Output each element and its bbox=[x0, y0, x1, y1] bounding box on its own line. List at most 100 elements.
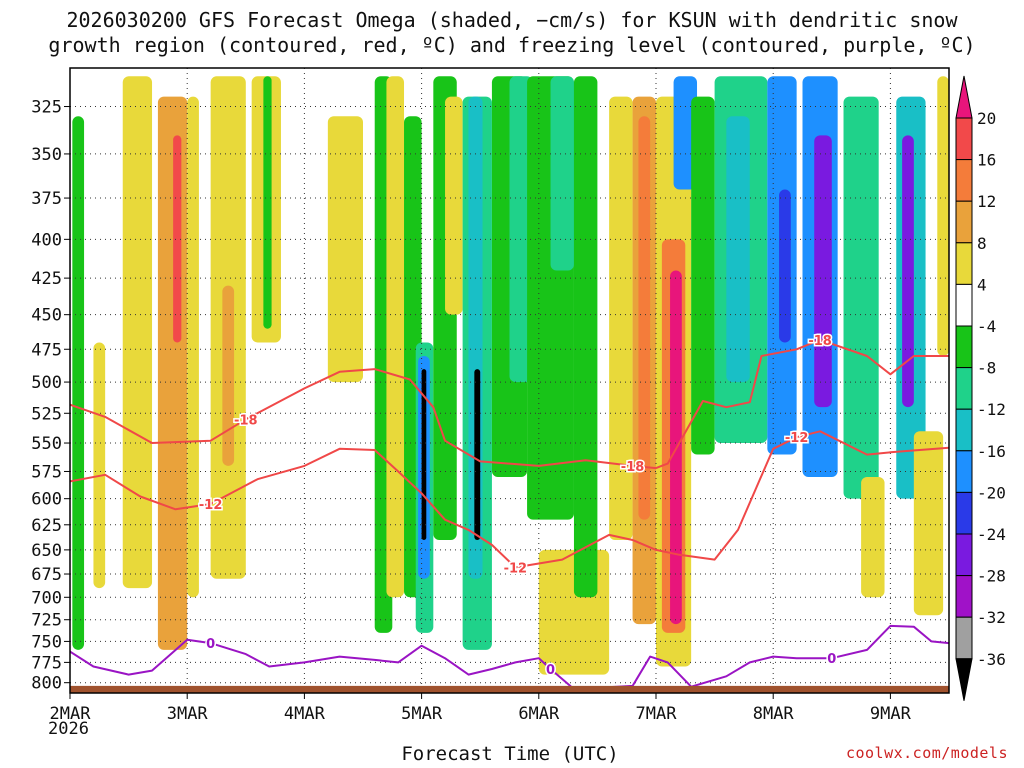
colorbar-swatch bbox=[955, 491, 973, 535]
omega-band bbox=[263, 76, 272, 329]
colorbar-swatch bbox=[955, 575, 973, 618]
colorbar-swatch bbox=[955, 616, 973, 660]
colorbar: 20 16 12 8 4 -4 -8 -12 -16 -20 -24 -28 -32 -36 bbox=[955, 75, 1006, 701]
y-tick-label: 500 bbox=[31, 373, 62, 393]
omega-band bbox=[843, 96, 879, 499]
colorbar-label: 16 bbox=[977, 151, 996, 170]
y-tick-label: 475 bbox=[31, 340, 62, 360]
colorbar-label: -28 bbox=[977, 567, 1006, 586]
chart-title-line-1: 2026030200 GFS Forecast Omega (shaded, −… bbox=[66, 8, 958, 32]
y-tick-label: 400 bbox=[31, 230, 62, 250]
y-tick-label: 350 bbox=[31, 145, 62, 165]
colorbar-label: 8 bbox=[977, 234, 987, 253]
x-tick-label: 6MAR bbox=[518, 704, 560, 724]
omega-shading bbox=[72, 76, 949, 675]
colorbar-swatch bbox=[955, 159, 973, 202]
x-tick-label: 7MAR bbox=[636, 704, 678, 724]
y-tick-label: 725 bbox=[31, 611, 62, 631]
omega-band bbox=[327, 116, 363, 383]
omega-band bbox=[861, 476, 885, 598]
y-tick-label: 375 bbox=[31, 189, 62, 209]
y-tick-label: 325 bbox=[31, 98, 62, 118]
omega-band bbox=[157, 96, 188, 650]
omega-band bbox=[779, 189, 791, 343]
y-tick-label: 750 bbox=[31, 632, 62, 652]
omega-band bbox=[72, 116, 85, 650]
x-tick-label: 4MAR bbox=[284, 704, 326, 724]
colorbar-label: 4 bbox=[977, 275, 987, 294]
omega-band bbox=[474, 369, 481, 540]
y-tick-label: 450 bbox=[31, 306, 62, 326]
colorbar-label: -4 bbox=[977, 317, 996, 336]
x-tick-label: 9MAR bbox=[870, 704, 912, 724]
colorbar-label: -36 bbox=[977, 650, 1006, 669]
y-tick-label: 525 bbox=[31, 404, 62, 424]
omega-band bbox=[173, 135, 182, 343]
omega-band bbox=[814, 135, 832, 408]
colorbar-swatch bbox=[955, 533, 973, 577]
colorbar-label: -20 bbox=[977, 483, 1006, 502]
y-tick-label: 775 bbox=[31, 653, 62, 673]
source-credit: coolwx.com/models bbox=[845, 744, 1008, 762]
omega-band bbox=[609, 96, 633, 540]
x-tick-label: 3MAR bbox=[167, 704, 209, 724]
terrain bbox=[70, 685, 949, 693]
y-tick-label: 425 bbox=[31, 269, 62, 289]
plot-frame bbox=[69, 67, 950, 694]
colorbar-label: -32 bbox=[977, 608, 1006, 627]
omega-band bbox=[913, 431, 944, 616]
colorbar-arrow-bottom bbox=[955, 658, 973, 701]
omega-band bbox=[93, 342, 106, 589]
colorbar-swatch bbox=[955, 200, 973, 244]
contours: -18 -18 -18 -12 -12 -12 0 0 0 bbox=[70, 332, 949, 691]
omega-band bbox=[386, 76, 405, 598]
y-tick-label: 575 bbox=[31, 462, 62, 482]
colorbar-label: -8 bbox=[977, 359, 996, 378]
colorbar-swatch bbox=[955, 325, 973, 369]
dgz-contour-label: -18 bbox=[808, 334, 832, 349]
y-tick-label: 550 bbox=[31, 434, 62, 454]
x-tick-label: 8MAR bbox=[753, 704, 795, 724]
y-axis: 325 350 375 400 425 450 475 500 525 550 575 600 625 6… bbox=[31, 98, 70, 694]
y-tick-label: 650 bbox=[31, 541, 62, 561]
dgz-contour bbox=[70, 338, 949, 470]
omega-band bbox=[573, 76, 598, 598]
y-tick-label: 675 bbox=[31, 565, 62, 585]
dgz-contour bbox=[70, 430, 949, 569]
colorbar-swatch bbox=[955, 450, 973, 493]
freezing-level-contour-label: 0 bbox=[827, 652, 836, 667]
dgz-contour-label: -12 bbox=[785, 431, 809, 446]
omega-band bbox=[691, 96, 715, 455]
omega-band bbox=[187, 96, 199, 598]
y-tick-label: 700 bbox=[31, 588, 62, 608]
dgz-contour-label: -18 bbox=[234, 413, 258, 428]
y-tick-label: 600 bbox=[31, 490, 62, 510]
freezing-level-contour bbox=[70, 624, 949, 691]
omega-band bbox=[550, 76, 574, 271]
colorbar-arrow-top bbox=[955, 75, 973, 119]
x-tick-label: 5MAR bbox=[401, 704, 443, 724]
x-axis-title: Forecast Time (UTC) bbox=[401, 743, 619, 765]
freezing-level-contour-label: 0 bbox=[546, 663, 555, 678]
omega-band bbox=[538, 549, 610, 675]
colorbar-swatch bbox=[955, 283, 973, 327]
dgz-contour-label: -18 bbox=[621, 460, 645, 475]
omega-band bbox=[122, 76, 153, 589]
freezing-level-contour-label: 0 bbox=[206, 637, 215, 652]
x-tick-label: 2MAR bbox=[50, 704, 92, 724]
colorbar-swatch bbox=[955, 408, 973, 452]
colorbar-label: -24 bbox=[977, 525, 1006, 544]
chart-title-line-2: growth region (contoured, red, ºC) and f… bbox=[48, 33, 976, 57]
year-label: 2026 bbox=[48, 719, 89, 739]
dgz-contour-label: -12 bbox=[504, 561, 528, 576]
colorbar-swatch bbox=[955, 242, 973, 285]
terrain-fill bbox=[70, 685, 949, 693]
colorbar-swatch bbox=[955, 367, 973, 410]
omega-band bbox=[937, 76, 949, 356]
omega-band bbox=[445, 96, 463, 315]
x-axis: 2MAR 3MAR 4MAR 5MAR 6MAR 7MAR 8MAR 9MAR bbox=[50, 693, 912, 724]
y-tick-label: 625 bbox=[31, 516, 62, 536]
omega-band bbox=[902, 135, 914, 408]
colorbar-label: 20 bbox=[977, 109, 996, 128]
